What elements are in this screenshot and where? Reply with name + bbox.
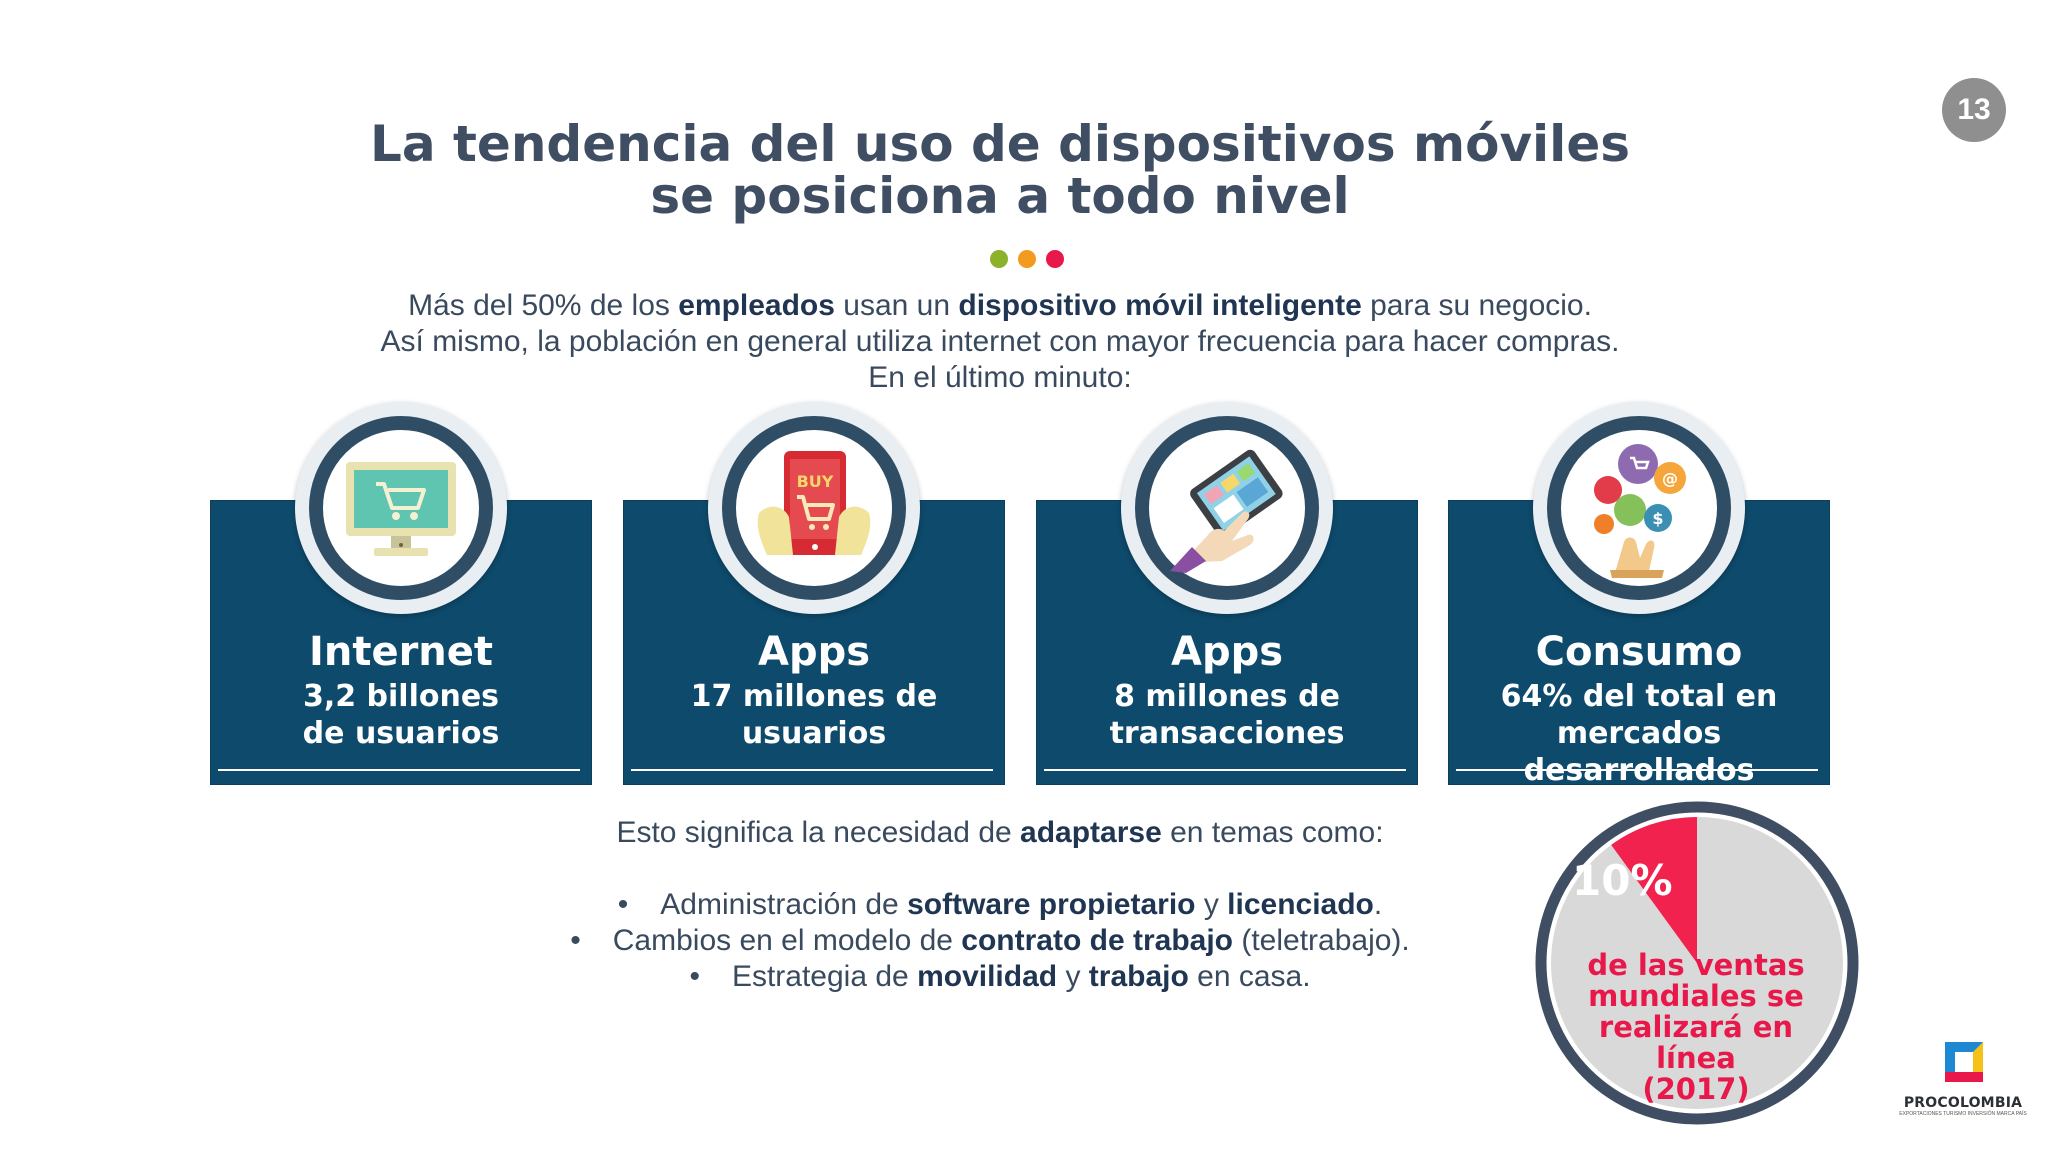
pie-text-line: mundiales se (1588, 979, 1804, 1013)
card-heading: Apps (1170, 629, 1284, 675)
card-heading: Apps (757, 629, 871, 675)
card-line-1: 17 millones de (690, 679, 938, 714)
card-body: 64% del total en mercados desarrollados (1448, 678, 1830, 789)
logo-name: PROCOLOMBIA (1903, 1095, 2023, 1111)
intro-line-1: Más del 50% de los empleados usan un dis… (408, 289, 1592, 322)
card-icon-circle (1121, 402, 1333, 614)
red-dot (1046, 250, 1064, 268)
card-icon-circle (295, 402, 507, 614)
card-line-2: usuarios (741, 716, 887, 751)
svg-text:BUY: BUY (797, 472, 834, 491)
card-divider (631, 769, 993, 771)
card-line-1: 64% del total en (1500, 679, 1778, 714)
card-line-1: 3,2 billones (302, 679, 500, 714)
card-apps-users: BUY Apps 17 millones de usuarios (623, 402, 1005, 785)
decorative-dots (990, 250, 1064, 270)
card-line-2: mercados desarrollados (1523, 716, 1755, 788)
intro-text: Más del 50% de los empleados usan un dis… (200, 288, 1800, 396)
card-line-1: 8 millones de (1114, 679, 1340, 714)
bullet-list: • Administración de software propietario … (450, 887, 1550, 995)
intro-line-2: Así mismo, la población en general utili… (380, 325, 1620, 358)
pie-text-line: realizará en línea (1598, 1010, 1794, 1075)
tablet-buy-icon: BUY (757, 451, 871, 555)
bullet-item: • Estrategia de movilidad y trabajo en ca… (689, 960, 1311, 993)
card-heading: Internet (308, 629, 494, 675)
procolombia-logo: PROCOLOMBIA EXPORTACIONES TURISMO INVERS… (1898, 1038, 2028, 1117)
slide-title-line-2: se posiciona a todo nivel (650, 167, 1350, 225)
card-divider (218, 769, 580, 771)
card-icon-circle: BUY (708, 402, 920, 614)
green-dot (990, 250, 1008, 268)
consumer-bubbles-icon: @ $ (1594, 444, 1686, 578)
pie-value-label: 10% (1572, 856, 1673, 905)
card-heading: Consumo (1535, 629, 1743, 675)
card-body: 8 millones de transacciones (1036, 678, 1418, 752)
pie-text-line: (2017) (1642, 1072, 1750, 1106)
card-apps-transactions: Apps 8 millones de transacciones (1036, 402, 1418, 785)
card-body: 3,2 billones de usuarios (210, 678, 592, 752)
adapt-text: Esto significa la necesidad de adaptarse… (616, 816, 1384, 849)
logo-tagline: EXPORTACIONES TURISMO INVERSIÓN MARCA PA… (1899, 1111, 2027, 1117)
pie-description: de las ventas mundiales se realizará en … (1556, 950, 1836, 1105)
slide-title-line-1: La tendencia del uso de dispositivos móv… (370, 115, 1630, 173)
pie-chart (1534, 800, 1860, 1126)
pie-highlight-slice (1611, 817, 1697, 963)
card-consumo: @ $ Consumo 64% del total en mercados de… (1448, 402, 1830, 788)
pie-text-line: de las ventas (1587, 948, 1805, 982)
slide-title: La tendencia del uso de dispositivos móv… (300, 118, 1700, 222)
computer-cart-icon (346, 462, 456, 556)
card-divider (1044, 769, 1406, 771)
card-line-2: transacciones (1109, 716, 1345, 751)
card-internet: Internet 3,2 billones de usuarios (210, 402, 592, 785)
bullet-item: • Administración de software propietario … (617, 888, 1383, 921)
orange-dot (1018, 250, 1036, 268)
svg-text:@: @ (1662, 469, 1678, 488)
card-body: 17 millones de usuarios (623, 678, 1005, 752)
procolombia-logo-icon (1945, 1042, 1983, 1082)
card-divider (1456, 769, 1818, 771)
hand-tablet-icon (1170, 449, 1283, 573)
bullet-item: • Cambios en el modelo de contrato de tra… (570, 924, 1410, 957)
intro-line-3: En el último minuto: (868, 361, 1132, 394)
svg-text:$: $ (1652, 509, 1663, 528)
page-number: 13 (1942, 78, 2006, 142)
card-line-2: de usuarios (302, 716, 500, 751)
card-icon-circle: @ $ (1533, 402, 1745, 614)
